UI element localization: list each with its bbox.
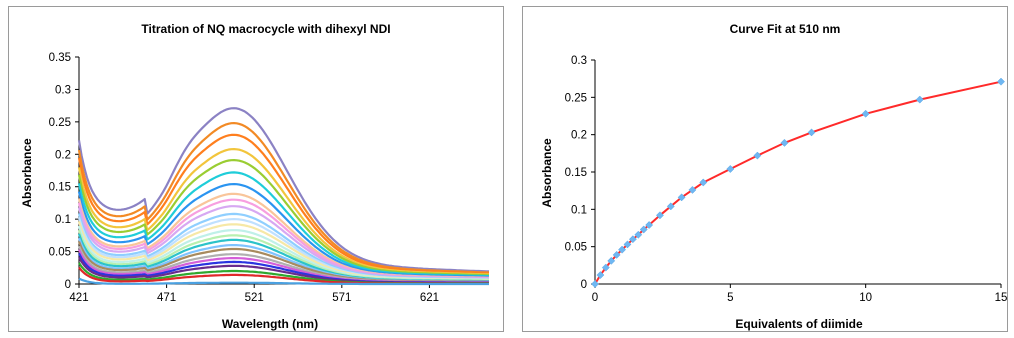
data-point-marker (623, 240, 632, 249)
data-point-marker (618, 245, 627, 254)
spectrum-line (78, 277, 489, 286)
y-tick-label: 0.1 (55, 214, 71, 226)
y-tick-label: 0 (581, 279, 587, 291)
y-tick-label: 0.1 (571, 204, 587, 216)
x-axis-label: Equivalents of diimide (735, 317, 863, 331)
x-axis-label: Wavelength (nm) (222, 317, 318, 331)
x-tick-label: 521 (245, 292, 264, 304)
data-point-marker (997, 77, 1005, 86)
data-point-marker (753, 151, 762, 160)
spectrum-line (77, 107, 490, 273)
x-tick-label: 571 (332, 292, 351, 304)
data-point-marker (645, 221, 654, 229)
absorbance-spectra-panel: Titration of NQ macrocycle with dihexyl … (8, 6, 504, 332)
absorbance-spectra-chart: Titration of NQ macrocycle with dihexyl … (20, 22, 490, 331)
x-tick-label: 0 (592, 292, 598, 304)
x-tick-label: 15 (995, 292, 1008, 304)
curve-fit-chart: Curve Fit at 510 nm 00.050.10.150.20.250… (540, 22, 1008, 331)
y-tick-label: 0.25 (49, 117, 71, 129)
y-tick-label: 0.35 (49, 52, 71, 64)
y-tick-label: 0.15 (49, 182, 71, 194)
data-point-marker (639, 225, 648, 234)
data-point-marker (726, 165, 735, 173)
data-point-marker (677, 193, 686, 202)
y-tick-label: 0.3 (55, 84, 71, 96)
data-point-marker (634, 230, 643, 239)
y-tick-label: 0.2 (571, 130, 587, 142)
data-point-marker (607, 256, 616, 265)
data-point-marker (601, 263, 610, 272)
fit-plot-area: 0 0.05 0.1 0.15 0.2 0.25 0.3 0 5 10 15 (565, 55, 1008, 304)
fit-curve (594, 80, 1002, 285)
spectra-plot-area: 0 0.05 0.1 0.15 0.2 0.25 0.3 0.35 421 471 521 571 62… (49, 52, 490, 304)
x-tick-label: 471 (157, 292, 176, 304)
data-point-marker (915, 95, 924, 104)
data-point-marker (591, 280, 599, 288)
data-point-marker (699, 178, 708, 187)
spectrum-line (77, 133, 490, 275)
chart-title: Titration of NQ macrocycle with dihexyl … (141, 22, 390, 36)
y-tick-label: 0.15 (565, 167, 587, 179)
data-point-marker (861, 109, 870, 118)
y-axis-label: Absorbance (540, 138, 554, 208)
data-point-marker (596, 271, 605, 279)
y-tick-label: 0.05 (49, 247, 71, 259)
y-tick-label: 0 (65, 279, 71, 291)
x-tick-label: 10 (859, 292, 872, 304)
data-point-marker (612, 250, 621, 259)
x-tick-label: 5 (727, 292, 733, 304)
data-point-marker (780, 138, 789, 147)
data-point-marker (807, 128, 816, 137)
y-tick-label: 0.25 (565, 92, 587, 104)
y-tick-label: 0.2 (55, 149, 71, 161)
curve-fit-panel: Curve Fit at 510 nm 0 0.05 0.1 0.15 0.2 0.25 0… (522, 6, 1008, 332)
y-tick-label: 0.3 (571, 55, 587, 67)
data-point-marker (666, 202, 675, 211)
data-point-marker (628, 235, 637, 244)
chart-title: Curve Fit at 510 nm (730, 22, 841, 36)
y-axis-label: Absorbance (20, 138, 34, 208)
x-tick-label: 421 (69, 292, 88, 304)
data-point-marker (688, 185, 697, 194)
data-point-marker (656, 211, 664, 220)
y-tick-label: 0.05 (565, 242, 587, 254)
x-tick-label: 621 (420, 292, 439, 304)
